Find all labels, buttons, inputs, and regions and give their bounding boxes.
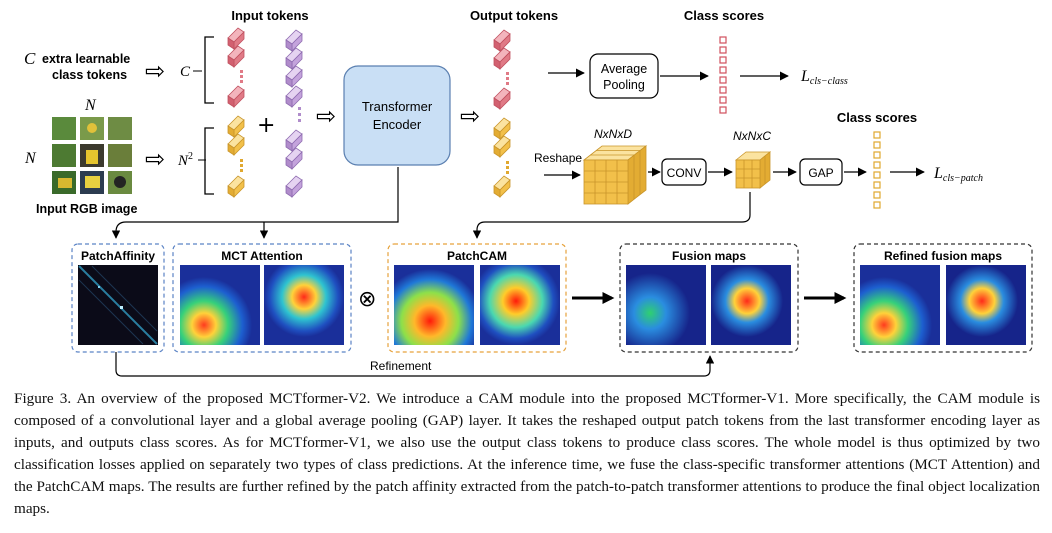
extra-learnable-label: extra learnable bbox=[42, 52, 130, 66]
mct-attention-label: MCT Attention bbox=[221, 249, 303, 263]
loss-class-class: Lcls−class bbox=[800, 68, 848, 87]
refinement-connector bbox=[115, 352, 715, 377]
patch-affinity-label: PatchAffinity bbox=[81, 249, 155, 263]
input-class-tokens bbox=[227, 27, 245, 108]
implies-arrow-2: ⇨ bbox=[145, 145, 165, 173]
average-label: Average bbox=[601, 62, 647, 76]
refined-fusion-map-2 bbox=[946, 265, 1026, 345]
conv-block bbox=[661, 158, 707, 186]
c-count-label: C bbox=[180, 64, 191, 80]
input-tokens-heading: Input tokens bbox=[231, 8, 308, 23]
reshape-label: Reshape bbox=[534, 151, 582, 165]
patchcam-map-2 bbox=[480, 265, 560, 345]
average-pooling-block bbox=[589, 53, 659, 99]
figure-caption: Figure 3. An overview of the proposed MC… bbox=[14, 390, 1040, 517]
nxnxc-label: NxNxC bbox=[733, 129, 771, 143]
patch-affinity-matrix bbox=[78, 265, 158, 345]
class-scores-top-heading: Class scores bbox=[684, 8, 764, 23]
encoder-label: Encoder bbox=[373, 117, 422, 132]
patch-token-bracket bbox=[204, 127, 214, 195]
plus-sign: + bbox=[257, 113, 275, 138]
input-patch-token-dots bbox=[240, 159, 243, 172]
class-tokens-label: class tokens bbox=[52, 68, 127, 82]
output-tokens-heading: Output tokens bbox=[470, 8, 558, 23]
implies-arrow-1: ⇨ bbox=[145, 57, 165, 85]
class-scores-patch-heading: Class scores bbox=[837, 110, 917, 125]
output-class-token-dots bbox=[506, 72, 509, 85]
input-class-token-dots bbox=[240, 70, 243, 83]
connector-to-patch-affinity bbox=[111, 167, 399, 239]
reshaped-feature-cube bbox=[582, 145, 648, 205]
patch-class-feature-cube bbox=[734, 151, 772, 189]
patch-affinity-panel bbox=[71, 243, 165, 353]
class-token-bracket bbox=[204, 36, 214, 104]
refined-fusion-map-1 bbox=[860, 265, 940, 345]
mct-attention-map-2 bbox=[264, 265, 344, 345]
pooling-label: Pooling bbox=[603, 78, 645, 92]
conv-label: CONV bbox=[667, 166, 702, 180]
architecture-diagram: Input tokens Output tokens Class scores … bbox=[24, 8, 1033, 377]
transformer-encoder-block bbox=[343, 65, 451, 166]
class-scores-top-column bbox=[719, 36, 727, 114]
fusion-maps-label: Fusion maps bbox=[672, 249, 746, 263]
otimes-operator: ⊗ bbox=[358, 287, 376, 312]
patchcam-map-1 bbox=[394, 265, 474, 345]
gap-block bbox=[799, 158, 843, 186]
positional-token-dots bbox=[298, 107, 301, 122]
nxnxd-label: NxNxD bbox=[594, 127, 632, 141]
class-scores-patch-column bbox=[873, 131, 881, 209]
input-patch-tokens bbox=[227, 115, 245, 198]
fusion-map-2 bbox=[711, 265, 791, 345]
output-patch-token-dots bbox=[506, 161, 509, 174]
refined-fusion-maps-label: Refined fusion maps bbox=[884, 249, 1002, 263]
n-top-label: N bbox=[84, 97, 97, 114]
transformer-label: Transformer bbox=[362, 99, 433, 114]
mct-attention-map-1 bbox=[180, 265, 260, 345]
c-symbol: C bbox=[24, 49, 36, 68]
implies-arrow-3: ⇨ bbox=[316, 102, 336, 130]
output-class-tokens bbox=[493, 29, 511, 110]
input-rgb-image bbox=[52, 117, 132, 194]
loss-cls-patch: Lcls−patch bbox=[933, 165, 983, 184]
fusion-map-1 bbox=[626, 265, 706, 345]
input-rgb-label: Input RGB image bbox=[36, 202, 137, 216]
refinement-label: Refinement bbox=[370, 359, 432, 373]
implies-arrow-4: ⇨ bbox=[460, 102, 480, 130]
n-left-label: N bbox=[24, 150, 37, 167]
patchcam-label: PatchCAM bbox=[447, 249, 507, 263]
gap-label: GAP bbox=[808, 166, 833, 180]
output-patch-tokens bbox=[493, 117, 511, 198]
connector-to-patchcam bbox=[472, 192, 751, 239]
n-squared-label: N2 bbox=[177, 151, 193, 169]
